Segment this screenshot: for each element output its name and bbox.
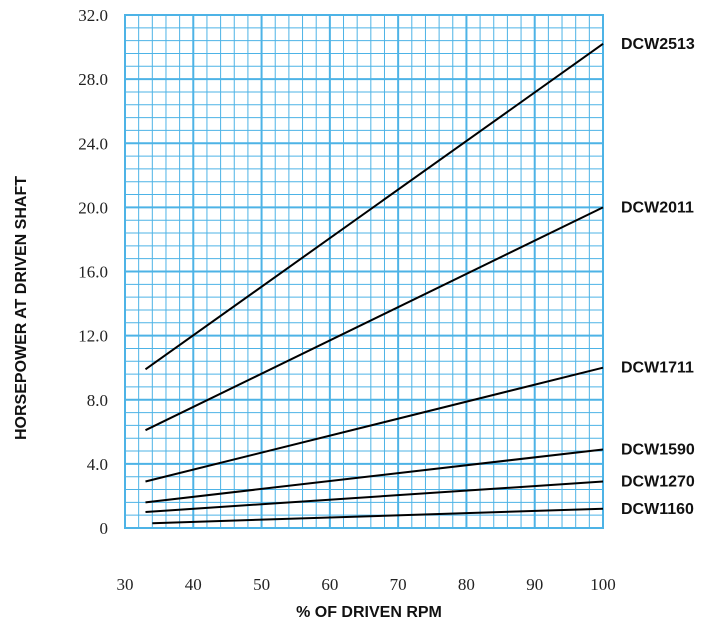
x-tick-label: 60 [321,575,338,594]
series-line-dcw2011 [145,206,604,432]
y-tick-label: 20.0 [78,198,108,217]
y-tick-label: 0 [100,519,109,538]
series-label-dcw2011: DCW2011 [621,199,694,216]
series-label-dcw1590: DCW1590 [621,441,695,458]
plot-border [124,14,604,529]
y-tick-label: 24.0 [78,134,108,153]
tick-labels: 30 40 50 60 70 80 90 100 0 4.0 8.0 12.0 16.0 20.0 24.0… [78,6,616,594]
x-tick-label: 50 [253,575,270,594]
y-tick-label: 12.0 [78,327,108,346]
y-tick-label: 32.0 [78,6,108,25]
x-tick-label: 100 [590,575,616,594]
series-line-dcw1590 [145,448,604,504]
x-tick-label: 30 [117,575,134,594]
y-tick-label: 4.0 [87,455,108,474]
series-lines [144,43,604,525]
series-line-dcw1711 [145,366,604,483]
grid [124,14,604,529]
y-tick-label: 28.0 [78,70,108,89]
x-tick-label: 40 [185,575,202,594]
series-label-dcw2513: DCW2513 [621,36,695,53]
y-tick-label: 8.0 [87,391,108,410]
series-line-dcw2513 [144,43,604,371]
series-label-dcw1270: DCW1270 [621,474,695,491]
x-axis-title: % OF DRIVEN RPM [296,604,442,621]
series-label-dcw1160: DCW1160 [621,501,694,518]
x-tick-label: 90 [526,575,543,594]
series-line-dcw1270 [145,480,604,513]
x-tick-label: 70 [390,575,407,594]
series-line-dcw1160 [152,507,604,525]
series-labels: DCW2513 DCW2011 DCW1711 DCW1590 DCW1270 DCW11… [621,36,695,518]
x-tick-label: 80 [458,575,475,594]
y-tick-label: 16.0 [78,263,108,282]
series-label-dcw1711: DCW1711 [621,360,694,377]
y-axis-title: HORSEPOWER AT DRIVEN SHAFT [13,176,30,440]
